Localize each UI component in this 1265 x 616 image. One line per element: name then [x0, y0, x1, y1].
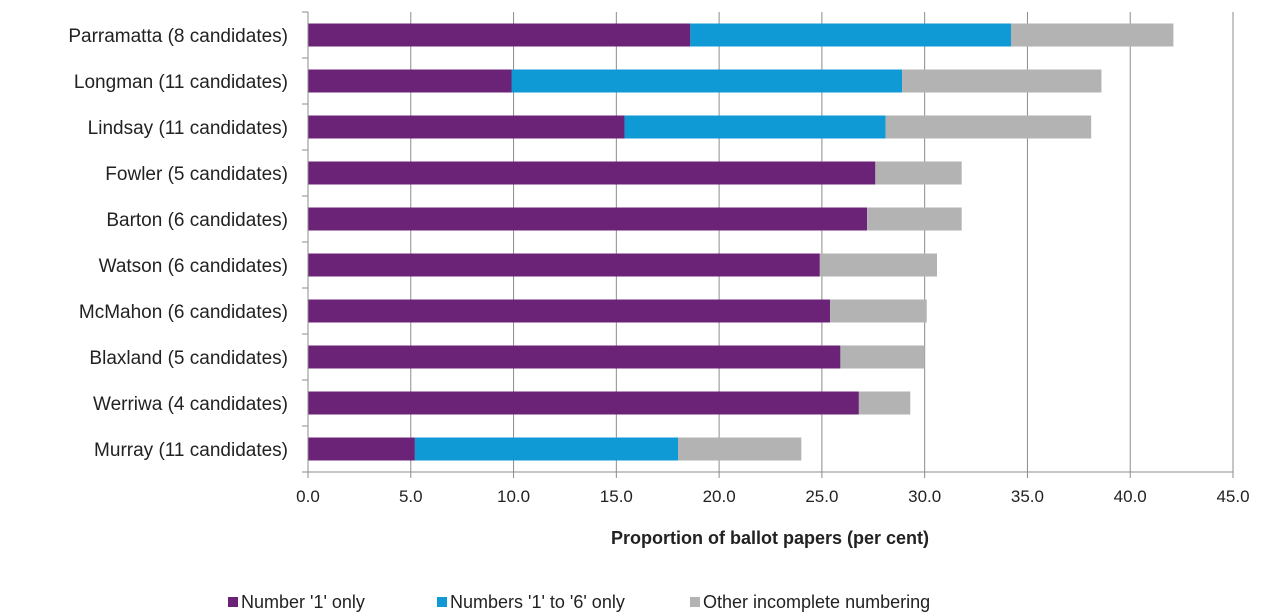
bar-segment	[308, 253, 820, 277]
x-tick-label: 0.0	[296, 487, 320, 506]
category-label: McMahon (6 candidates)	[79, 302, 288, 323]
bar-segment	[840, 345, 925, 369]
bar-segment	[308, 391, 859, 415]
bar-segment	[875, 161, 962, 185]
bar-segment	[902, 69, 1102, 93]
bars	[308, 23, 1174, 461]
axes: 0.0 5.0 10.0 15.0 20.0 25.0 30.0 35.0 40.0 45.0 Pa…	[68, 11, 1250, 506]
legend-swatch	[228, 597, 238, 607]
bar-segment	[867, 207, 962, 231]
bar-segment	[308, 69, 512, 93]
bar-segment	[308, 23, 691, 47]
bar-segment	[624, 115, 886, 139]
x-tick-label: 10.0	[497, 487, 530, 506]
category-label: Parramatta (8 candidates)	[68, 26, 288, 47]
x-tick-label: 20.0	[703, 487, 736, 506]
category-label: Fowler (5 candidates)	[105, 164, 288, 185]
bar-segment	[511, 69, 903, 93]
category-label: Watson (6 candidates)	[99, 256, 288, 277]
bar-segment	[414, 437, 678, 461]
legend-label: Other incomplete numbering	[703, 592, 930, 612]
legend-label: Number '1' only	[241, 592, 365, 612]
x-tick-label: 25.0	[805, 487, 838, 506]
category-label: Werriwa (4 candidates)	[93, 394, 288, 415]
x-tick-label: 15.0	[600, 487, 633, 506]
x-tick-label: 45.0	[1216, 487, 1249, 506]
category-label: Barton (6 candidates)	[106, 210, 288, 231]
legend-label: Numbers '1' to '6' only	[450, 592, 625, 612]
bar-segment	[858, 391, 911, 415]
legend: Number '1' only Numbers '1' to '6' only Ot…	[228, 592, 930, 612]
legend-swatch	[690, 597, 700, 607]
bar-segment	[308, 345, 841, 369]
category-label: Murray (11 candidates)	[94, 440, 288, 461]
x-tick-label: 40.0	[1114, 487, 1147, 506]
bar-segment	[308, 115, 625, 139]
x-axis-title: Proportion of ballot papers (per cent)	[611, 528, 929, 548]
bar-segment	[308, 161, 876, 185]
category-label: Longman (11 candidates)	[74, 72, 288, 93]
legend-swatch	[437, 597, 447, 607]
bar-segment	[308, 437, 415, 461]
x-tick-label: 30.0	[908, 487, 941, 506]
x-tick-label: 35.0	[1011, 487, 1044, 506]
bar-segment	[1011, 23, 1174, 47]
bar-segment	[819, 253, 937, 277]
x-tick-label: 5.0	[399, 487, 423, 506]
bar-segment	[308, 207, 868, 231]
category-label: Blaxland (5 candidates)	[89, 348, 288, 369]
bar-segment	[830, 299, 927, 323]
bar-segment	[308, 299, 831, 323]
bar-segment	[678, 437, 802, 461]
bar-segment	[885, 115, 1092, 139]
category-label: Lindsay (11 candidates)	[88, 118, 288, 139]
bar-segment	[690, 23, 1011, 47]
